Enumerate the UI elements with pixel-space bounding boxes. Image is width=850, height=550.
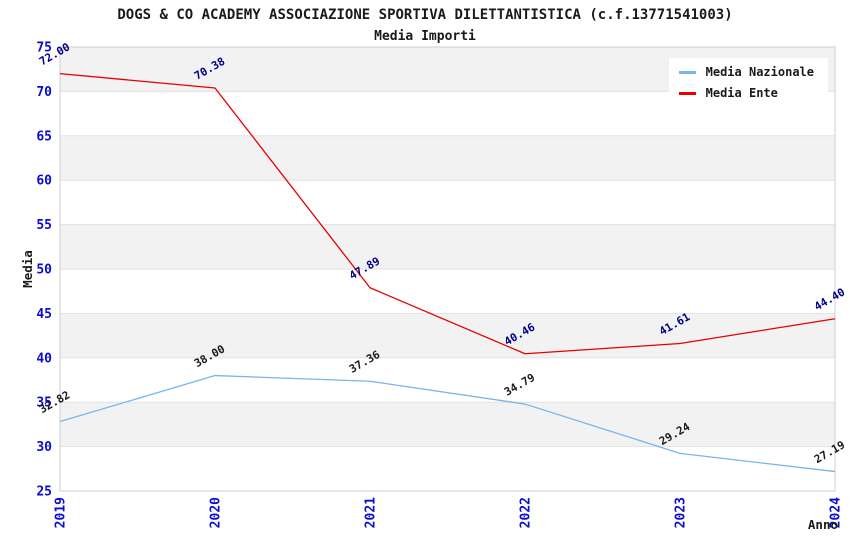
legend-item-media-nazionale: Media Nazionale	[678, 65, 814, 79]
y-axis-title: Media	[20, 250, 35, 288]
y-tick-label: 25	[36, 485, 52, 500]
y-tick-label: 60	[36, 174, 52, 189]
legend-label-media-ente: Media Ente	[705, 86, 778, 100]
x-tick-label: 2019	[54, 497, 69, 528]
point-label: 44.40	[812, 286, 847, 314]
y-tick-label: 75	[36, 41, 52, 56]
legend-swatch-media-nazionale-icon	[678, 70, 696, 74]
plot-band	[60, 402, 835, 447]
y-tick-label: 45	[36, 307, 52, 322]
legend-swatch-media-ente-icon	[678, 91, 696, 95]
x-tick-label: 2023	[674, 497, 689, 528]
x-tick-label: 2021	[364, 497, 379, 528]
x-tick-label: 2024	[829, 497, 844, 528]
legend-label-media-nazionale: Media Nazionale	[705, 65, 814, 79]
plot-band	[60, 135, 835, 181]
series-line-media-ente	[59, 72, 836, 355]
point-label: 34.79	[502, 371, 537, 399]
x-axis-title: Anno	[808, 517, 838, 532]
y-tick-label: 55	[36, 218, 52, 233]
y-tick-label: 35	[36, 396, 52, 411]
y-tick-label: 30	[36, 440, 52, 455]
x-tick-label: 2022	[519, 497, 534, 528]
x-tick-label: 2020	[209, 497, 224, 528]
chart-legend: Media Nazionale Media Ente	[668, 58, 828, 107]
series-line-media-nazionale	[59, 374, 836, 473]
y-tick-label: 70	[36, 85, 52, 100]
plot-band	[60, 224, 835, 269]
y-tick-label: 50	[36, 263, 52, 278]
y-tick-label: 40	[36, 351, 52, 366]
y-tick-label: 65	[36, 129, 52, 144]
legend-item-media-ente: Media Ente	[678, 86, 814, 100]
plot-border	[59, 46, 836, 492]
